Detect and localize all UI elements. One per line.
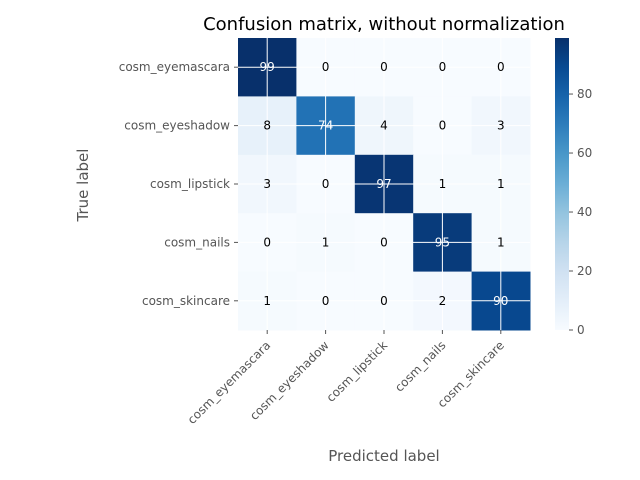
colorbar-tick-label: 80 (577, 87, 592, 101)
y-tick-label: cosm_lipstick (150, 177, 230, 191)
cell-value-label: 0 (322, 177, 330, 191)
cell-value-label: 8 (263, 119, 271, 133)
colorbar-tick-label: 0 (577, 323, 585, 337)
cell-value-label: 4 (380, 119, 388, 133)
cell-value-label: 0 (439, 60, 447, 74)
cell-value-label: 97 (376, 177, 391, 191)
cell-value-label: 0 (380, 235, 388, 249)
colorbar-ticks: 0 20 40 60 80 (569, 87, 592, 337)
cell-value-label: 1 (497, 235, 505, 249)
heatmap-grid (238, 38, 530, 330)
cell-value-label: 90 (493, 294, 508, 308)
x-axis-label: Predicted label (328, 447, 439, 465)
cell-value-label: 0 (263, 235, 271, 249)
cell-value-label: 95 (435, 235, 450, 249)
cell-value-label: 3 (263, 177, 271, 191)
colorbar-tick-label: 60 (577, 146, 592, 160)
x-tick-label: cosm_lipstick (324, 338, 391, 405)
y-tick-label: cosm_nails (164, 235, 230, 249)
cell-value-label: 0 (497, 60, 505, 74)
x-axis-ticks: cosm_eyemascaracosm_eyeshadowcosm_lipsti… (185, 330, 507, 427)
colorbar (555, 38, 569, 330)
cell-value-label: 99 (260, 60, 275, 74)
cell-value-label: 3 (497, 119, 505, 133)
cell-value-label: 2 (439, 294, 447, 308)
cell-value-label: 1 (263, 294, 271, 308)
y-tick-label: cosm_eyeshadow (124, 119, 230, 133)
colorbar-tick-label: 40 (577, 205, 592, 219)
y-axis-label: True label (74, 149, 92, 223)
chart-title: Confusion matrix, without normalization (203, 14, 565, 35)
cell-value-label: 1 (439, 177, 447, 191)
cell-value-label: 74 (318, 119, 333, 133)
cell-labels: 99 0 0 0 0 8 74 4 0 3 3 0 97 1 1 0 1 0 95 1 1 0 0 2 90 (260, 60, 509, 308)
cell-value-label: 0 (380, 60, 388, 74)
cell-value-label: 1 (322, 235, 330, 249)
colorbar-tick-label: 20 (577, 264, 592, 278)
cell-value-label: 0 (322, 60, 330, 74)
cell-value-label: 0 (380, 294, 388, 308)
y-tick-label: cosm_eyemascara (119, 60, 230, 74)
x-tick-label: cosm_nails (392, 338, 448, 394)
cell-value-label: 1 (497, 177, 505, 191)
y-axis-ticks: cosm_eyemascara cosm_eyeshadow cosm_lipsti… (119, 60, 238, 308)
y-tick-label: cosm_skincare (142, 294, 230, 308)
cell-value-label: 0 (322, 294, 330, 308)
cell-value-label: 0 (439, 119, 447, 133)
